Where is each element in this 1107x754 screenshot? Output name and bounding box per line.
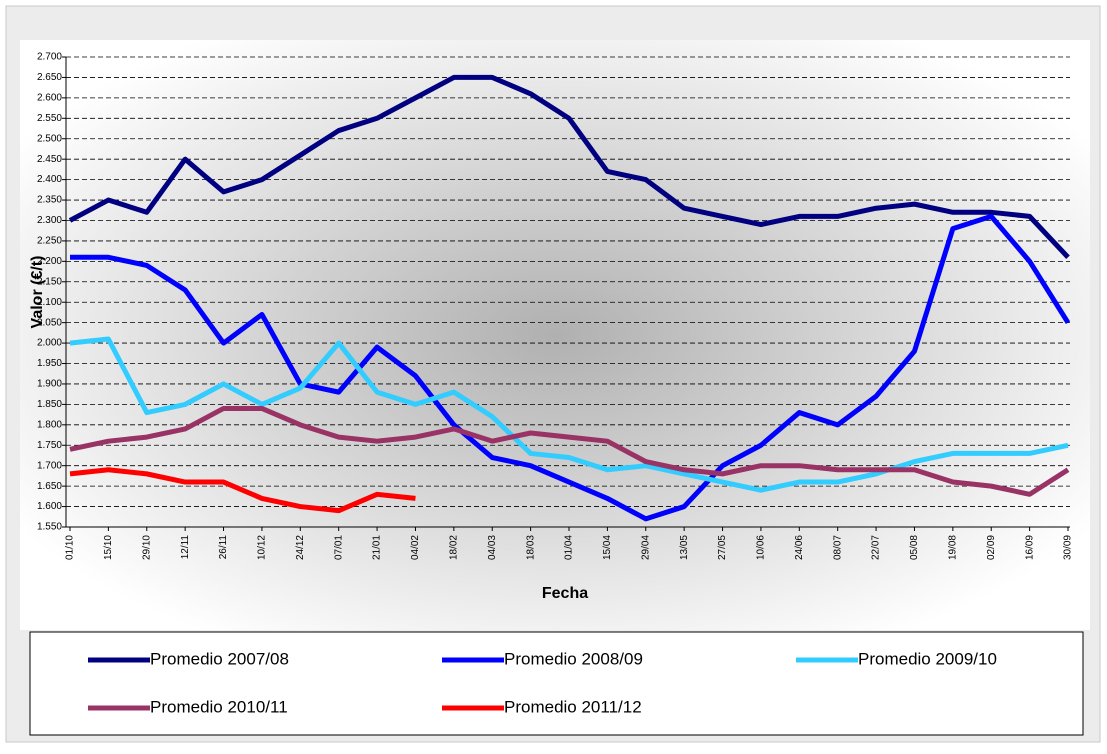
plot-background [20,40,1090,630]
x-tick-label: 30/09 [1063,535,1074,560]
legend-label: Promedio 2007/08 [150,649,289,668]
x-tick-label: 01/04 [564,535,575,560]
legend-box [29,631,1084,736]
x-tick-label: 22/07 [871,535,882,560]
y-tick-label: 1.650 [37,481,62,492]
y-tick-label: 2.350 [37,195,62,206]
y-tick-label: 1.750 [37,440,62,451]
y-tick-label: 2.200 [37,256,62,267]
x-tick-label: 24/06 [794,535,805,560]
y-tick-label: 2.150 [37,276,62,287]
x-tick-label: 10/06 [756,535,767,560]
series-line [69,336,1069,493]
y-tick-label: 2.650 [37,72,62,83]
x-tick-label: 16/09 [1024,535,1035,560]
y-tick-label: 1.550 [37,522,62,533]
legend-label: Promedio 2008/09 [504,649,643,668]
series-line [70,213,1071,522]
y-tick-label: 2.050 [37,317,62,328]
x-tick-label: 05/08 [909,535,920,560]
y-tick-label: 2.500 [37,133,62,144]
legend-label: Promedio 2011/12 [504,697,642,716]
y-axis-title: Valor (€/t) [29,256,46,329]
x-tick-label: 08/07 [832,535,843,560]
x-tick-label: 26/11 [218,535,229,560]
x-tick-label: 15/04 [602,535,613,560]
y-tick-label: 2.600 [37,93,62,104]
x-tick-label: 19/08 [947,535,958,560]
legend-label: Promedio 2010/11 [150,697,288,716]
x-tick-label: 04/02 [410,535,421,560]
y-tick-label: 2.450 [37,154,62,165]
x-tick-label: 01/10 [65,535,76,560]
x-tick-label: 04/03 [487,535,498,560]
y-tick-label: 1.900 [37,379,62,390]
series-line [69,467,416,514]
y-tick-label: 2.100 [37,297,62,308]
x-tick-label: 18/03 [525,535,536,560]
x-tick-label: 29/10 [141,535,152,560]
x-tick-label: 24/12 [295,535,306,560]
series-line [69,405,1070,497]
y-tick-label: 2.300 [37,215,62,226]
y-tick-label: 1.950 [37,358,62,369]
y-tick-label: 2.550 [37,113,62,124]
x-tick-label: 02/09 [986,535,997,560]
x-tick-label: 12/11 [180,535,191,560]
y-tick-label: 2.400 [37,174,62,185]
x-tick-label: 29/04 [640,535,651,560]
y-tick-label: 2.250 [37,236,62,247]
x-tick-label: 10/12 [257,535,268,560]
x-tick-label: 27/05 [717,535,728,560]
series-line [68,74,1070,259]
x-tick-label: 15/10 [103,535,114,560]
y-tick-label: 1.800 [37,419,62,430]
y-tick-label: 1.850 [37,399,62,410]
y-tick-label: 2.700 [37,52,62,63]
x-tick-label: 21/01 [372,535,383,560]
y-tick-label: 1.600 [37,501,62,512]
x-tick-label: 13/05 [679,535,690,560]
x-tick-label: 18/02 [448,535,459,560]
y-tick-label: 2.000 [37,338,62,349]
x-axis-title: Fecha [542,585,588,602]
legend-label: Promedio 2009/10 [858,649,997,668]
y-tick-label: 1.700 [37,460,62,471]
x-tick-label: 07/01 [333,535,344,560]
